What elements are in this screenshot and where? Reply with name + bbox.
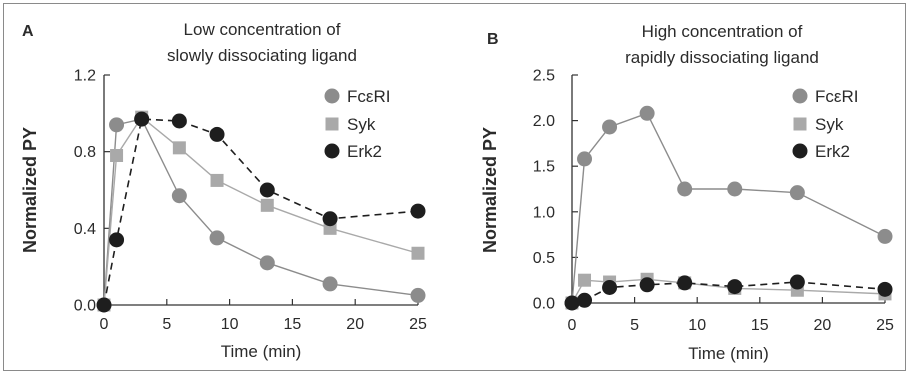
data-point [259, 182, 275, 198]
legend-marker [792, 88, 808, 104]
x-tick-label: 5 [162, 316, 171, 333]
data-point [134, 111, 150, 127]
data-point [577, 151, 593, 167]
data-point [677, 181, 693, 197]
data-point [322, 276, 338, 292]
data-point [109, 117, 125, 133]
x-axis-label: Time (min) [688, 344, 769, 363]
y-tick-label: 2.5 [533, 68, 555, 85]
legend-label: FcεRI [347, 87, 390, 106]
legend-label: Syk [347, 115, 376, 134]
data-point [877, 281, 893, 297]
legend-label: Erk2 [347, 142, 382, 161]
legend-label: Erk2 [815, 142, 850, 161]
data-point [411, 246, 425, 260]
data-point [789, 185, 805, 201]
series-line-erk2 [103, 118, 419, 306]
chart-title-line: Low concentration of [184, 20, 341, 39]
data-point [209, 230, 225, 246]
data-point [110, 149, 124, 162]
data-point [602, 119, 618, 135]
y-tick-label: 2.0 [533, 113, 555, 130]
data-point [172, 141, 186, 155]
legend-marker [324, 143, 340, 159]
data-point [209, 126, 225, 142]
x-tick-label: 20 [814, 317, 832, 334]
data-point [877, 228, 893, 244]
data-point [727, 279, 743, 295]
y-tick-label: 0.5 [533, 250, 555, 267]
y-tick-label: 1.5 [533, 159, 555, 176]
data-point [639, 105, 655, 121]
x-tick-label: 0 [568, 317, 577, 334]
y-axis-label: Normalized PY [480, 127, 500, 253]
panel-letter: A [22, 23, 34, 40]
x-axis-label: Time (min) [221, 342, 302, 361]
y-tick-label: 1.2 [74, 68, 96, 85]
data-point [577, 292, 593, 308]
data-point [322, 211, 338, 227]
x-tick-label: 25 [409, 316, 427, 333]
data-point [639, 277, 655, 293]
data-point [109, 232, 125, 248]
data-point [564, 295, 580, 311]
y-axis-label: Normalized PY [20, 127, 40, 253]
data-point [210, 173, 224, 187]
data-point [171, 113, 187, 129]
data-point [410, 203, 426, 219]
x-tick-label: 20 [346, 316, 364, 333]
legend-marker [324, 88, 340, 104]
data-point [602, 279, 618, 295]
legend-label: Syk [815, 115, 844, 134]
legend-marker [792, 143, 808, 159]
data-point [410, 287, 426, 303]
x-tick-label: 10 [221, 316, 239, 333]
data-point [727, 181, 743, 197]
data-point [259, 255, 275, 271]
data-point [677, 275, 693, 291]
legend-marker [793, 117, 807, 131]
legend-label: FcεRI [815, 87, 858, 106]
y-tick-label: 0.4 [74, 221, 96, 238]
data-point [789, 274, 805, 290]
data-point [260, 198, 274, 212]
y-tick-label: 0.0 [533, 296, 555, 313]
figure-border [3, 3, 906, 371]
data-point [96, 297, 112, 313]
x-tick-label: 0 [100, 316, 109, 333]
y-tick-label: 1.0 [533, 204, 555, 221]
chart-title-line: rapidly dissociating ligand [625, 48, 819, 67]
data-point [578, 273, 592, 287]
x-tick-label: 10 [688, 317, 706, 334]
chart-title-line: slowly dissociating ligand [167, 46, 357, 65]
x-tick-label: 15 [284, 316, 302, 333]
y-tick-label: 0.8 [74, 144, 96, 161]
panel-letter: B [487, 31, 499, 48]
data-point [171, 188, 187, 204]
chart-panel-a: A Low concentration of slowly dissociating… [20, 20, 427, 361]
legend-marker [325, 117, 339, 131]
x-tick-label: 15 [751, 317, 769, 334]
x-tick-label: 25 [876, 317, 894, 334]
y-tick-label: 0.0 [74, 298, 96, 315]
x-tick-label: 5 [630, 317, 639, 334]
chart-title-line: High concentration of [642, 22, 803, 41]
chart-panel-b: B High concentration of rapidly dissociati… [480, 22, 894, 363]
